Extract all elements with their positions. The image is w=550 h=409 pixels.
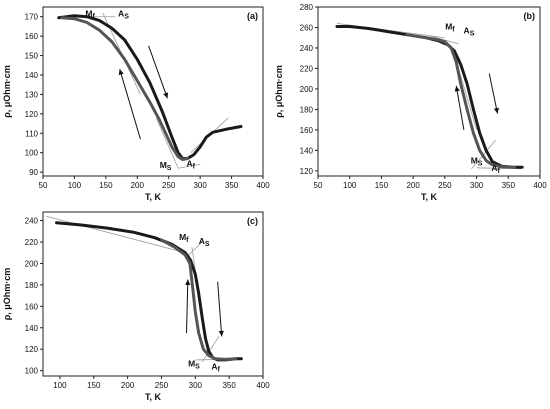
transition-label: Mf — [445, 22, 455, 34]
panel-label: (a) — [247, 11, 258, 21]
y-axis-label: ρ, μOhm·cm — [2, 268, 12, 321]
y-tick-label: 100 — [25, 149, 39, 158]
y-tick-label: 120 — [25, 110, 39, 119]
x-tick-label: 100 — [53, 381, 67, 390]
x-tick-label: 100 — [68, 181, 82, 190]
y-tick-label: 130 — [25, 90, 39, 99]
transition-label: Af — [491, 163, 500, 175]
x-tick-label: 50 — [314, 181, 323, 190]
x-axis-label: T, K — [421, 192, 438, 202]
y-tick-label: 140 — [25, 71, 39, 80]
arrow-head — [163, 92, 169, 99]
y-tick-label: 100 — [25, 367, 39, 376]
y-tick-label: 220 — [300, 64, 314, 73]
arrow-head — [454, 85, 460, 92]
x-tick-label: 200 — [131, 181, 145, 190]
x-tick-label: 150 — [99, 181, 113, 190]
y-tick-label: 160 — [300, 126, 314, 135]
x-tick-label: 400 — [533, 181, 547, 190]
y-tick-label: 180 — [25, 281, 39, 290]
x-tick-label: 250 — [438, 181, 452, 190]
y-tick-label: 260 — [300, 23, 314, 32]
direction-arrow — [488, 73, 498, 114]
transition-label: MS — [160, 160, 172, 172]
heating-curve — [57, 14, 243, 160]
arrow-head — [185, 279, 191, 285]
plot-frame — [42, 6, 264, 177]
y-tick-label: 120 — [25, 345, 39, 354]
x-axis-label: T, K — [145, 192, 162, 202]
x-tick-label: 50 — [39, 181, 48, 190]
heating-curve — [335, 25, 524, 169]
x-tick-label: 150 — [87, 381, 101, 390]
x-tick-label: 350 — [222, 381, 236, 390]
tangent-line — [155, 117, 179, 169]
y-tick-label: 150 — [25, 52, 39, 61]
chart-panel-a: 50 100 150 200 250 300 350 400 90 100 110 120 130 140… — [2, 6, 270, 202]
chart-panel-b: 50 100 150 200 250 300 350 400 120 140 160 180 200 22… — [274, 3, 547, 202]
transition-label: MS — [471, 156, 483, 168]
arrow-head — [118, 69, 124, 76]
x-tick-label: 300 — [193, 181, 207, 190]
y-tick-label: 180 — [300, 105, 314, 114]
tangent-line — [428, 35, 459, 45]
x-tick-label: 250 — [162, 181, 176, 190]
y-tick-label: 120 — [300, 167, 314, 176]
y-tick-label: 200 — [25, 259, 39, 268]
y-axis-label: ρ, μOhm·cm — [2, 65, 12, 118]
x-tick-label: 200 — [121, 381, 135, 390]
y-tick-label: 140 — [25, 324, 39, 333]
direction-arrow — [217, 281, 223, 337]
y-tick-label: 240 — [25, 217, 39, 226]
direction-arrow — [119, 69, 141, 140]
direction-arrow — [186, 279, 189, 334]
y-tick-label: 170 — [25, 13, 39, 22]
y-tick-label: 200 — [300, 85, 314, 94]
y-axis-label: ρ, μOhm·cm — [274, 65, 284, 118]
transition-label: Mf — [179, 232, 189, 244]
transition-label: AS — [118, 9, 129, 21]
arrow-head — [493, 107, 499, 114]
y-tick-label: 90 — [29, 168, 38, 177]
cooling-curve — [160, 238, 238, 361]
x-tick-label: 200 — [406, 181, 420, 190]
transition-label: Af — [211, 362, 220, 374]
y-tick-label: 220 — [25, 238, 39, 247]
transition-label: AS — [199, 236, 210, 248]
x-tick-label: 300 — [470, 181, 484, 190]
cooling-curve — [405, 33, 517, 169]
tangent-line — [201, 336, 220, 363]
transition-label: AS — [464, 26, 475, 38]
direction-arrow — [148, 45, 168, 99]
plot-frame — [42, 211, 264, 377]
transition-label: Mf — [85, 9, 95, 21]
transition-label: Af — [186, 158, 195, 170]
y-tick-label: 160 — [25, 302, 39, 311]
transition-label: MS — [188, 358, 200, 370]
direction-arrow — [455, 85, 465, 130]
y-tick-label: 110 — [25, 129, 38, 138]
y-tick-label: 240 — [300, 44, 314, 53]
tangent-line — [178, 163, 201, 169]
tangent-line — [46, 215, 186, 254]
x-tick-label: 400 — [256, 381, 270, 390]
cooling-curve — [60, 16, 190, 161]
panel-label: (b) — [524, 11, 536, 21]
x-tick-label: 250 — [155, 381, 169, 390]
y-tick-label: 280 — [300, 3, 314, 12]
x-tick-label: 300 — [189, 381, 203, 390]
x-tick-label: 400 — [256, 181, 270, 190]
plot-frame — [317, 6, 541, 177]
chart-panel-c: 100 150 200 250 300 350 400 100 120 140 160 180 200 2… — [2, 211, 270, 402]
x-tick-label: 100 — [343, 181, 357, 190]
panel-label: (c) — [247, 216, 258, 226]
x-tick-label: 150 — [375, 181, 389, 190]
y-tick-label: 160 — [25, 32, 39, 41]
x-tick-label: 350 — [502, 181, 516, 190]
y-tick-label: 140 — [300, 146, 314, 155]
x-tick-label: 350 — [225, 181, 239, 190]
arrow-head — [218, 330, 224, 337]
x-axis-label: T, K — [145, 392, 162, 402]
